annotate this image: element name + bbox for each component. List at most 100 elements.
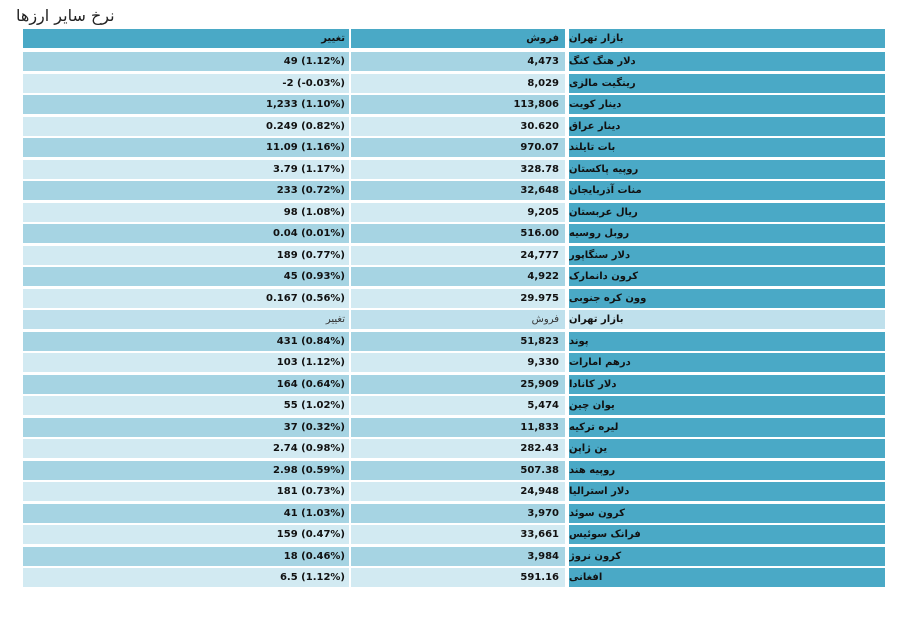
change-cell: 45 (0.93%) bbox=[23, 267, 349, 286]
change-cell: 37 (0.32%) bbox=[23, 417, 349, 437]
change-cell: 0.249 (0.82%) bbox=[23, 116, 349, 136]
currency-name-cell: فرانک سوئیس bbox=[569, 525, 885, 544]
change-cell: 159 (0.47%) bbox=[23, 525, 349, 544]
change-cell: 41 (1.03%) bbox=[23, 503, 349, 523]
sell-cell: 9,330 bbox=[351, 353, 565, 372]
currency-name-cell: رینگیت مالزی bbox=[569, 73, 885, 93]
table-row: 1,233 (1.10%) 113,806 دینار کویت bbox=[23, 95, 885, 114]
sell-cell: 591.16 bbox=[351, 568, 565, 587]
page-title: نرخ سایر ارزها bbox=[16, 6, 115, 25]
change-cell: 0.04 (0.01%) bbox=[23, 224, 349, 243]
currency-name-cell: ریال عربستان bbox=[569, 202, 885, 222]
column-header-market: بازار تهران bbox=[569, 29, 885, 48]
currency-name-cell: دلار سنگاپور bbox=[569, 245, 885, 265]
sell-cell: 33,661 bbox=[351, 525, 565, 544]
currency-name-cell: ین ژاپن bbox=[569, 439, 885, 458]
sell-cell: 30.620 bbox=[351, 116, 565, 136]
sell-cell: 4,922 bbox=[351, 267, 565, 286]
subheader-sell: فروش bbox=[351, 310, 565, 329]
table-row: 2.98 (0.59%) 507.38 روپیه هند bbox=[23, 460, 885, 480]
currency-name-cell: کرون نروژ bbox=[569, 546, 885, 566]
table-header: تغییر فروش بازار تهران bbox=[23, 29, 885, 48]
sell-cell: 24,777 bbox=[351, 245, 565, 265]
change-cell: 3.79 (1.17%) bbox=[23, 159, 349, 179]
sell-cell: 32,648 bbox=[351, 181, 565, 200]
change-cell: 1,233 (1.10%) bbox=[23, 95, 349, 114]
table-row: 2.74 (0.98%) 282.43 ین ژاپن bbox=[23, 439, 885, 458]
currency-name-cell: کرون سوئد bbox=[569, 503, 885, 523]
sell-cell: 29.975 bbox=[351, 288, 565, 308]
currency-name-cell: افغانی bbox=[569, 568, 885, 587]
table-row: 18 (0.46%) 3,984 کرون نروژ bbox=[23, 546, 885, 566]
table-row: 159 (0.47%) 33,661 فرانک سوئیس bbox=[23, 525, 885, 544]
currency-name-cell: روپیه هند bbox=[569, 460, 885, 480]
change-cell: 49 (1.12%) bbox=[23, 52, 349, 71]
column-header-change: تغییر bbox=[23, 29, 349, 48]
table-row: 11.09 (1.16%) 970.07 بات تایلند bbox=[23, 138, 885, 157]
change-cell: 0.167 (0.56%) bbox=[23, 288, 349, 308]
change-cell: 189 (0.77%) bbox=[23, 245, 349, 265]
sell-cell: 8,029 bbox=[351, 73, 565, 93]
change-cell: 2.74 (0.98%) bbox=[23, 439, 349, 458]
sell-cell: 282.43 bbox=[351, 439, 565, 458]
sell-cell: 51,823 bbox=[351, 331, 565, 351]
currency-name-cell: وون کره جنوبی bbox=[569, 288, 885, 308]
currency-name-cell: دلار هنگ کنگ bbox=[569, 52, 885, 71]
change-cell: 18 (0.46%) bbox=[23, 546, 349, 566]
currency-name-cell: دلار کانادا bbox=[569, 374, 885, 394]
table-row: 0.249 (0.82%) 30.620 دینار عراق bbox=[23, 116, 885, 136]
change-cell: 181 (0.73%) bbox=[23, 482, 349, 501]
sell-cell: 3,970 bbox=[351, 503, 565, 523]
subheader-market: بازار تهران bbox=[569, 310, 885, 329]
table-row: -2 (-0.03%) 8,029 رینگیت مالزی bbox=[23, 73, 885, 93]
sell-cell: 328.78 bbox=[351, 159, 565, 179]
table-row: 55 (1.02%) 5,474 یوان چین bbox=[23, 396, 885, 415]
change-cell: 233 (0.72%) bbox=[23, 181, 349, 200]
table-row: 37 (0.32%) 11,833 لیره ترکیه bbox=[23, 417, 885, 437]
column-header-sell: فروش bbox=[351, 29, 565, 48]
table-row: 6.5 (1.12%) 591.16 افغانی bbox=[23, 568, 885, 587]
change-cell: -2 (-0.03%) bbox=[23, 73, 349, 93]
currency-name-cell: لیره ترکیه bbox=[569, 417, 885, 437]
table-row: 189 (0.77%) 24,777 دلار سنگاپور bbox=[23, 245, 885, 265]
table-row: 3.79 (1.17%) 328.78 روپیه پاکستان bbox=[23, 159, 885, 179]
table-body-group-2: 431 (0.84%) 51,823 پوند 103 (1.12%) 9,330 دره… bbox=[23, 331, 885, 587]
table-row: 164 (0.64%) 25,909 دلار کانادا bbox=[23, 374, 885, 394]
change-cell: 11.09 (1.16%) bbox=[23, 138, 349, 157]
currency-name-cell: روبل روسیه bbox=[569, 224, 885, 243]
change-cell: 98 (1.08%) bbox=[23, 202, 349, 222]
sell-cell: 113,806 bbox=[351, 95, 565, 114]
table-row: 0.167 (0.56%) 29.975 وون کره جنوبی bbox=[23, 288, 885, 308]
table-body-group-1: 49 (1.12%) 4,473 دلار هنگ کنگ -2 (-0.03%) 8,… bbox=[23, 52, 885, 308]
sell-cell: 3,984 bbox=[351, 546, 565, 566]
table-row: 41 (1.03%) 3,970 کرون سوئد bbox=[23, 503, 885, 523]
currency-name-cell: دلار استرالیا bbox=[569, 482, 885, 501]
table-row: 0.04 (0.01%) 516.00 روبل روسیه bbox=[23, 224, 885, 243]
sell-cell: 5,474 bbox=[351, 396, 565, 415]
currency-name-cell: کرون دانمارک bbox=[569, 267, 885, 286]
sell-cell: 516.00 bbox=[351, 224, 565, 243]
change-cell: 6.5 (1.12%) bbox=[23, 568, 349, 587]
change-cell: 431 (0.84%) bbox=[23, 331, 349, 351]
currency-name-cell: روپیه پاکستان bbox=[569, 159, 885, 179]
sell-cell: 4,473 bbox=[351, 52, 565, 71]
sell-cell: 507.38 bbox=[351, 460, 565, 480]
table-row: 103 (1.12%) 9,330 درهم امارات bbox=[23, 353, 885, 372]
change-cell: 103 (1.12%) bbox=[23, 353, 349, 372]
sell-cell: 24,948 bbox=[351, 482, 565, 501]
table-row: 49 (1.12%) 4,473 دلار هنگ کنگ bbox=[23, 52, 885, 71]
sell-cell: 11,833 bbox=[351, 417, 565, 437]
table-subheader: تغییر فروش بازار تهران bbox=[23, 310, 885, 329]
sell-cell: 9,205 bbox=[351, 202, 565, 222]
change-cell: 55 (1.02%) bbox=[23, 396, 349, 415]
table-row: 181 (0.73%) 24,948 دلار استرالیا bbox=[23, 482, 885, 501]
table-row: 98 (1.08%) 9,205 ریال عربستان bbox=[23, 202, 885, 222]
currency-name-cell: یوان چین bbox=[569, 396, 885, 415]
sell-cell: 25,909 bbox=[351, 374, 565, 394]
currency-rate-table: تغییر فروش بازار تهران 49 (1.12%) 4,473 دل… bbox=[23, 29, 885, 590]
change-cell: 2.98 (0.59%) bbox=[23, 460, 349, 480]
table-row: 45 (0.93%) 4,922 کرون دانمارک bbox=[23, 267, 885, 286]
change-cell: 164 (0.64%) bbox=[23, 374, 349, 394]
table-row: 233 (0.72%) 32,648 منات آذربایجان bbox=[23, 181, 885, 200]
sell-cell: 970.07 bbox=[351, 138, 565, 157]
